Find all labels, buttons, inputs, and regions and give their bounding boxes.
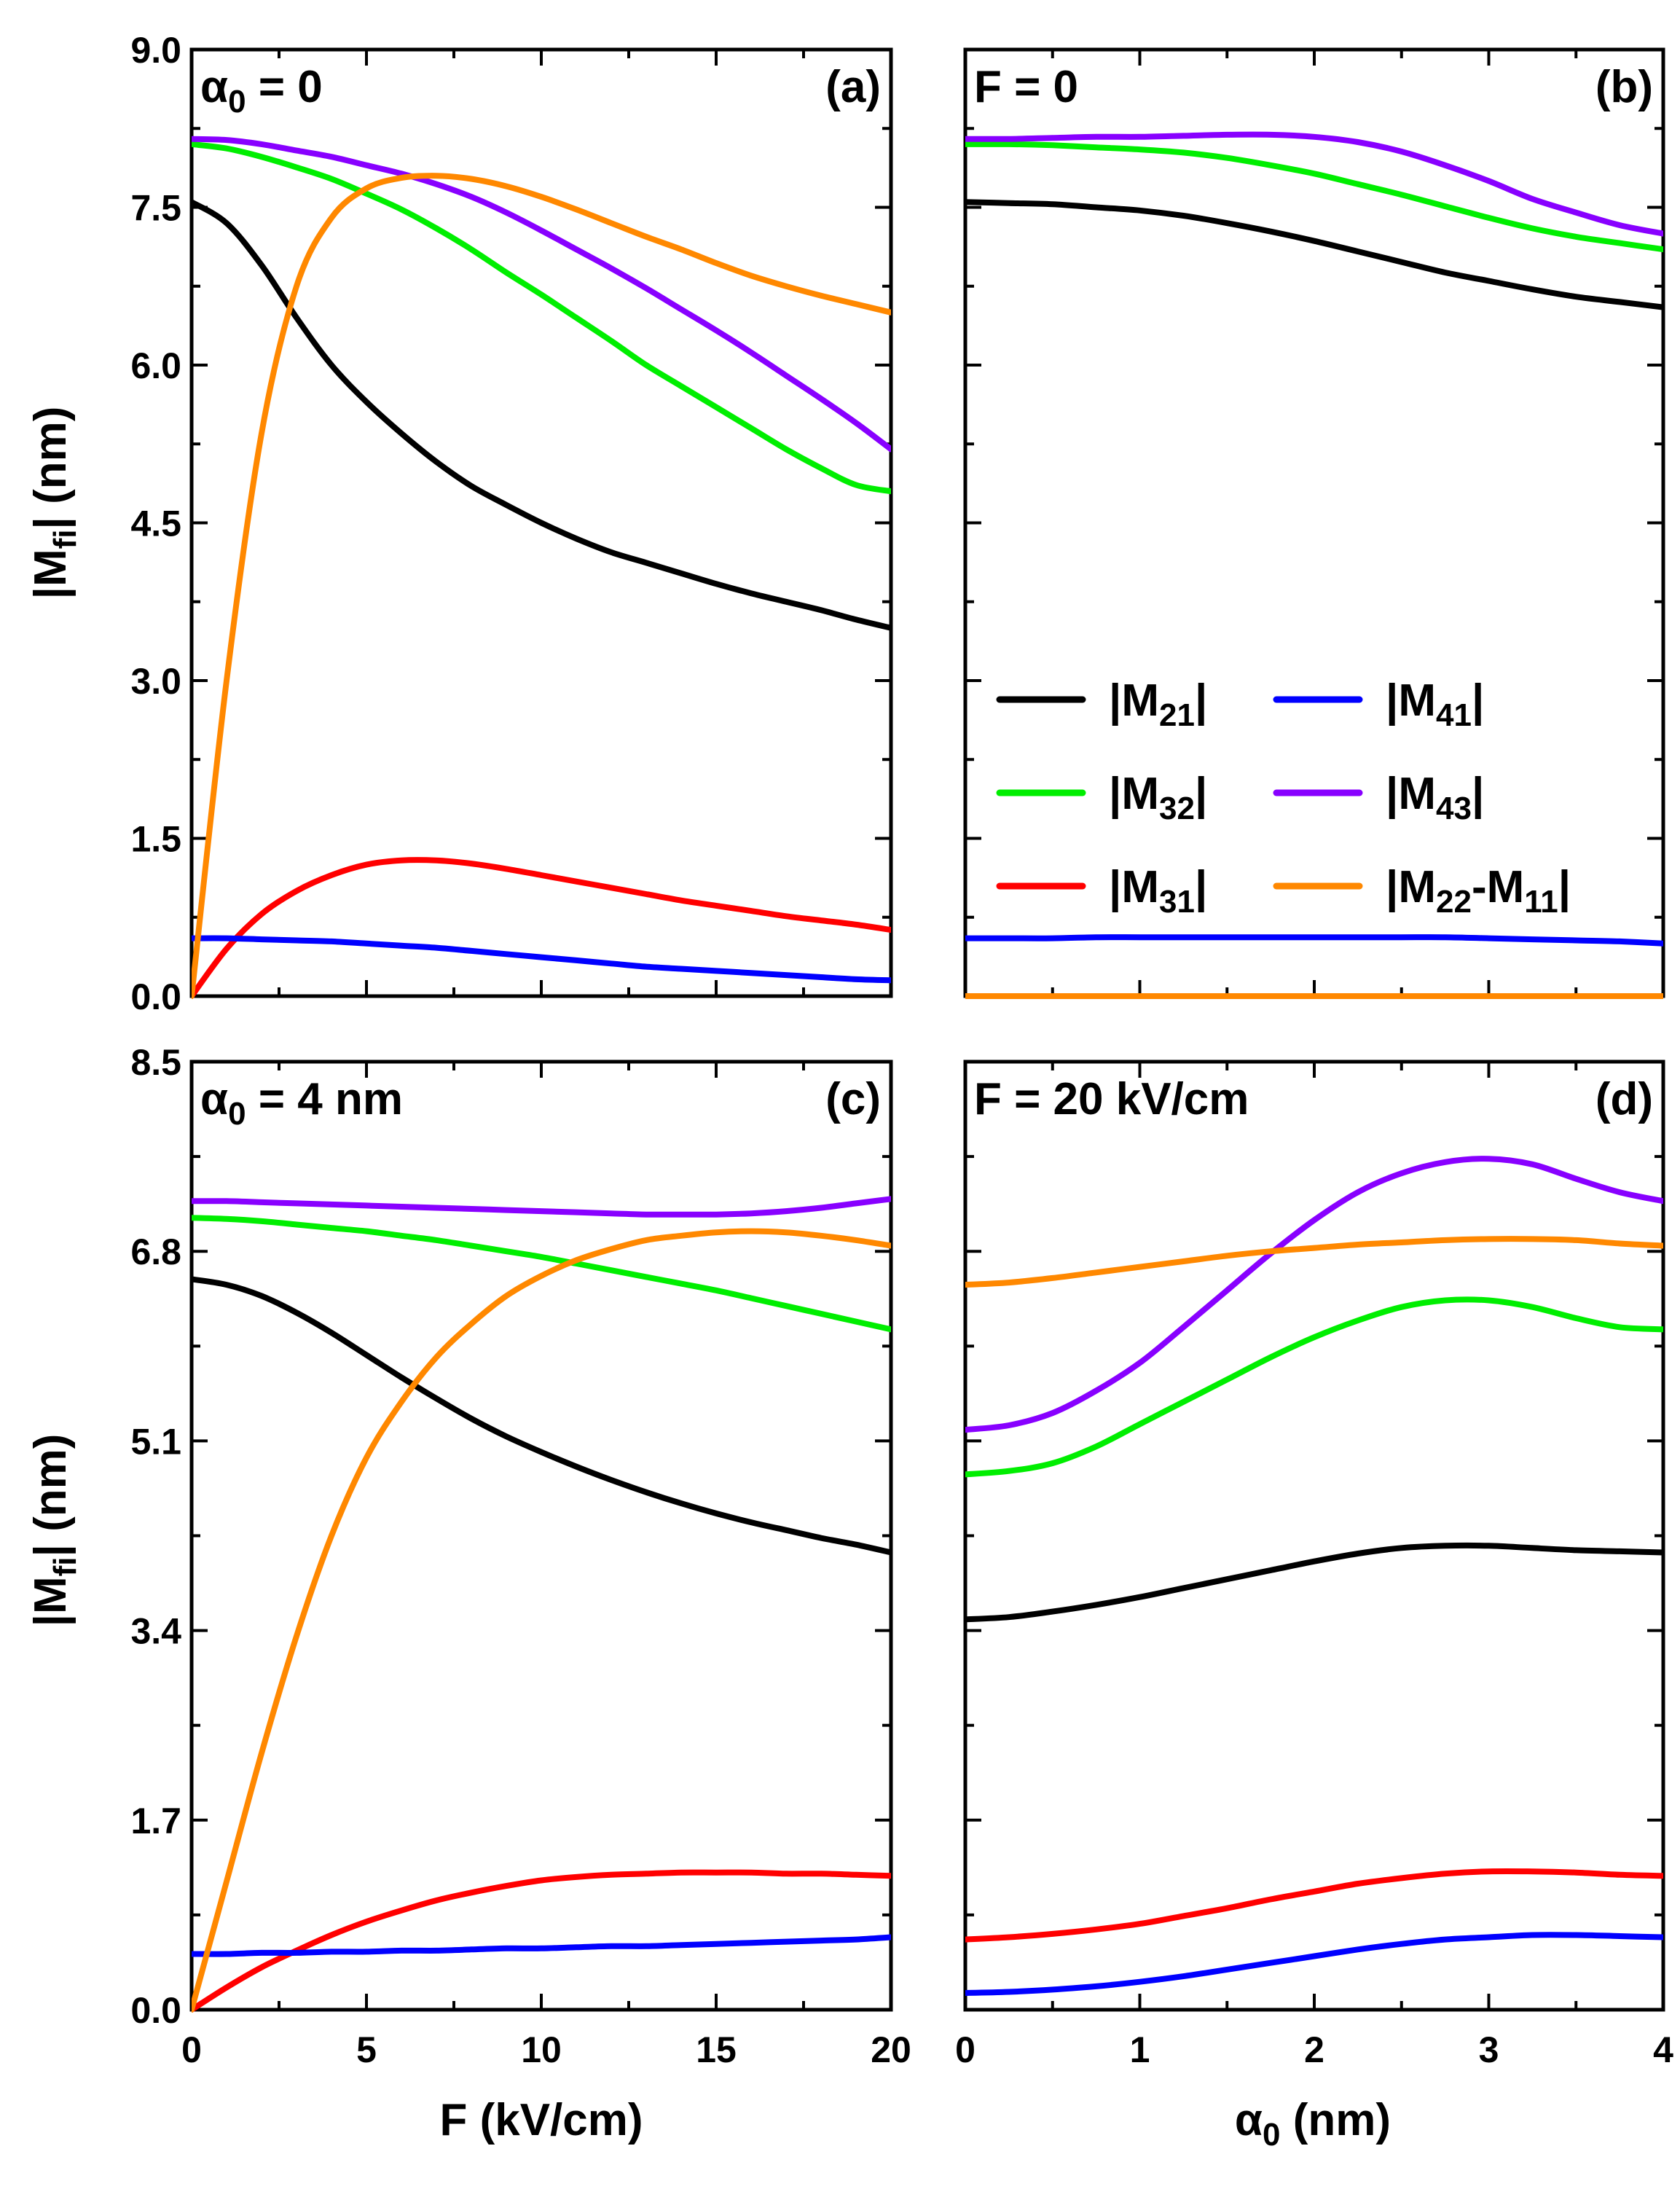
legend: |M21| |M41| |M32| |M43| |M31| |M22-M11| bbox=[996, 675, 1571, 920]
series-line-m32 bbox=[192, 1215, 891, 1333]
panel-tag: (b) bbox=[1595, 62, 1653, 112]
x-axis-title-right: α0 (nm) bbox=[1235, 2095, 1391, 2153]
series-line-m21 bbox=[192, 199, 891, 631]
series-line-m31 bbox=[192, 1869, 891, 2013]
y-tick-label: 1.5 bbox=[130, 819, 181, 860]
series-line-m21 bbox=[965, 1542, 1663, 1623]
x-tick-label: 0 bbox=[955, 2029, 976, 2070]
y-tick-label: 4.5 bbox=[130, 504, 181, 544]
y-axis-title-top: |Mfi| (nm) bbox=[25, 407, 83, 600]
legend-label: |M21| bbox=[1109, 675, 1207, 733]
series-line-m41 bbox=[192, 935, 891, 984]
y-tick-label: 0.0 bbox=[130, 1990, 181, 2031]
y-tick-label: 3.0 bbox=[130, 661, 181, 702]
series-line-m43 bbox=[965, 1156, 1663, 1433]
x-tick-label: 10 bbox=[521, 2029, 562, 2070]
legend-item-m22-m11: |M22-M11| bbox=[1273, 862, 1571, 920]
legend-item-m43: |M43| bbox=[1273, 769, 1484, 826]
legend-item-m31: |M31| bbox=[996, 862, 1207, 920]
x-tick-label: 20 bbox=[871, 2029, 911, 2070]
series-lines bbox=[192, 1196, 891, 2013]
series-line-m32 bbox=[192, 141, 891, 495]
series-lines bbox=[965, 1156, 1663, 1996]
y-tick-label: 6.0 bbox=[130, 345, 181, 386]
panel-c: 0.0 1.7 3.4 5.1 6.8 8.5 0 5 10 15 20 α0 = 4 nm (c) bbox=[130, 1042, 911, 2070]
legend-item-m32: |M32| bbox=[996, 769, 1207, 826]
series-line-m41 bbox=[965, 934, 1663, 947]
panel-tag: (c) bbox=[825, 1074, 881, 1124]
y-axis-title-bottom: |Mfi| (nm) bbox=[25, 1434, 83, 1627]
x-axis-title-left: F (kV/cm) bbox=[439, 2095, 643, 2145]
series-line-m41 bbox=[965, 1932, 1663, 1996]
y-tick-label: 9.0 bbox=[130, 30, 181, 71]
legend-label: |M31| bbox=[1109, 862, 1207, 920]
series-line-m32 bbox=[965, 141, 1663, 253]
x-tick-label: 3 bbox=[1479, 2029, 1499, 2070]
series-line-m22-m11 bbox=[192, 1228, 891, 2013]
x-tick-label: 2 bbox=[1304, 2029, 1324, 2070]
series-line-m32 bbox=[965, 1296, 1663, 1478]
series-line-m31 bbox=[965, 1868, 1663, 1943]
series-line-m21 bbox=[965, 199, 1663, 310]
series-line-m22-m11 bbox=[192, 173, 891, 999]
legend-label: |M22-M11| bbox=[1386, 862, 1571, 920]
x-tick-label: 15 bbox=[696, 2029, 737, 2070]
y-tick-label: 7.5 bbox=[130, 188, 181, 229]
panel-condition-label: F = 20 kV/cm bbox=[974, 1074, 1249, 1124]
panel-d: 0 1 2 3 4 F = 20 kV/cm (d) bbox=[955, 1060, 1673, 2070]
legend-label: |M32| bbox=[1109, 769, 1207, 826]
x-tick-label: 1 bbox=[1130, 2029, 1150, 2070]
series-line-m22-m11 bbox=[965, 1236, 1663, 1288]
y-tick-label: 1.7 bbox=[130, 1801, 181, 1841]
panel-tag: (d) bbox=[1595, 1074, 1653, 1124]
y-tick-label: 8.5 bbox=[130, 1042, 181, 1083]
y-tick-label: 3.4 bbox=[130, 1611, 181, 1652]
legend-item-m41: |M41| bbox=[1273, 675, 1484, 733]
panel-tag: (a) bbox=[825, 62, 881, 112]
x-tick-label: 4 bbox=[1653, 2029, 1673, 2070]
panel-a: 0.0 1.5 3.0 4.5 6.0 7.5 9.0 α0 = 0 (a) bbox=[130, 30, 893, 1017]
series-line-m31 bbox=[192, 857, 891, 999]
panel-condition-label: α0 = 0 bbox=[200, 62, 323, 120]
x-tick-label: 5 bbox=[356, 2029, 377, 2070]
y-tick-label: 6.8 bbox=[130, 1231, 181, 1272]
series-line-m41 bbox=[192, 1934, 891, 1957]
series-line-m43 bbox=[192, 136, 891, 453]
series-line-m43 bbox=[192, 1196, 891, 1218]
y-tick-label: 0.0 bbox=[130, 976, 181, 1017]
x-tick-label: 0 bbox=[181, 2029, 202, 2070]
legend-item-m21: |M21| bbox=[996, 675, 1207, 733]
series-lines bbox=[965, 131, 1663, 999]
panel-b: F = 0 (b) bbox=[963, 47, 1665, 999]
y-tick-label: 5.1 bbox=[130, 1421, 181, 1462]
legend-label: |M41| bbox=[1386, 675, 1484, 733]
legend-label: |M43| bbox=[1386, 769, 1484, 826]
series-line-m43 bbox=[965, 131, 1663, 237]
series-lines bbox=[192, 136, 891, 999]
panel-condition-label: α0 = 4 nm bbox=[200, 1074, 403, 1132]
series-line-m21 bbox=[192, 1276, 891, 1556]
panel-condition-label: F = 0 bbox=[974, 62, 1078, 112]
